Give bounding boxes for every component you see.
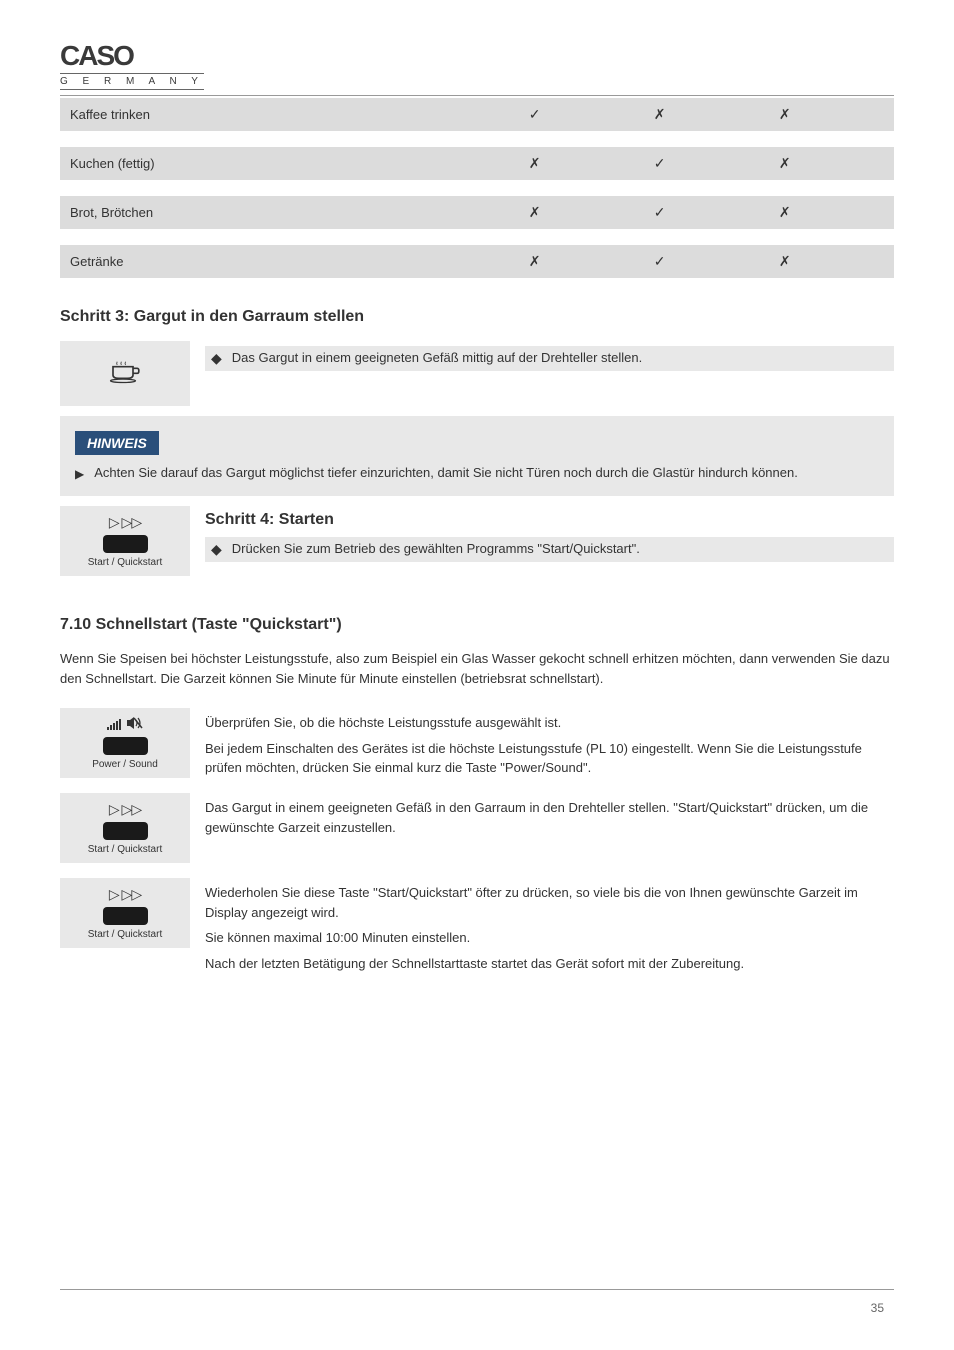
power-text: Überprüfen Sie, ob die höchste Leistungs… bbox=[205, 708, 894, 778]
start-text-2: Wiederholen Sie diese Taste "Start/Quick… bbox=[205, 878, 894, 973]
start-row-1: ▷ ▷▷ Start / Quickstart Das Gargut in ei… bbox=[60, 793, 894, 863]
button-key bbox=[103, 907, 148, 925]
step4-instruction: Drücken Sie zum Betrieb des gewählten Pr… bbox=[232, 541, 640, 556]
instruction-row: ◆ Das Gargut in einem geeigneten Gefäß m… bbox=[60, 341, 894, 406]
row-label: Brot, Brötchen bbox=[60, 196, 519, 229]
cup-icon-box bbox=[60, 341, 190, 406]
power-row: Power / Sound Überprüfen Sie, ob die höc… bbox=[60, 708, 894, 778]
start-text-1: Das Gargut in einem geeigneten Gefäß in … bbox=[205, 793, 894, 837]
bullet-icon: ◆ bbox=[211, 350, 222, 367]
power-icons bbox=[107, 716, 143, 733]
row-mark: ✗ bbox=[519, 147, 644, 180]
start-button-box: ▷ ▷▷ Start / Quickstart bbox=[60, 506, 190, 576]
start-label: Start / Quickstart bbox=[88, 557, 162, 568]
step4-row: ▷ ▷▷ Start / Quickstart Schritt 4: Start… bbox=[60, 506, 894, 576]
table-row: Kuchen (fettig) ✗ ✓ ✗ bbox=[60, 147, 894, 180]
play-icons: ▷ ▷▷ bbox=[109, 514, 141, 531]
logo-brand: CASO bbox=[60, 40, 894, 72]
start-button-box: ▷ ▷▷ Start / Quickstart bbox=[60, 793, 190, 863]
start-label: Start / Quickstart bbox=[88, 844, 162, 855]
triangle-icon: ▶ bbox=[75, 467, 84, 481]
table-row: Kaffee trinken ✓ ✗ ✗ bbox=[60, 98, 894, 131]
row-label: Kaffee trinken bbox=[60, 98, 519, 131]
cup-icon bbox=[108, 360, 143, 388]
row-mark: ✓ bbox=[519, 98, 644, 131]
bullet-icon: ◆ bbox=[211, 541, 222, 558]
power-label: Power / Sound bbox=[92, 759, 158, 770]
hinweis-text: Achten Sie darauf das Gargut möglichst t… bbox=[94, 465, 798, 480]
button-key bbox=[103, 535, 148, 553]
button-key bbox=[103, 822, 148, 840]
button-key bbox=[103, 737, 148, 755]
table-row bbox=[60, 180, 894, 196]
section-heading: 7.10 Schnellstart (Taste "Quickstart") bbox=[60, 616, 894, 634]
row-mark: ✗ bbox=[519, 245, 644, 278]
power-button-box: Power / Sound bbox=[60, 708, 190, 778]
row-mark: ✓ bbox=[644, 196, 769, 229]
speaker-icon bbox=[127, 716, 143, 733]
row-mark: ✗ bbox=[769, 245, 894, 278]
table-row: Brot, Brötchen ✗ ✓ ✗ bbox=[60, 196, 894, 229]
instruction-content: Das Gargut in einem geeigneten Gefäß mit… bbox=[232, 350, 642, 365]
row-label: Kuchen (fettig) bbox=[60, 147, 519, 180]
logo-subtext: G E R M A N Y bbox=[60, 73, 204, 90]
footer-divider bbox=[60, 1289, 894, 1290]
row-mark: ✗ bbox=[769, 147, 894, 180]
hinweis-box: HINWEIS ▶ Achten Sie darauf das Gargut m… bbox=[60, 416, 894, 496]
start-label: Start / Quickstart bbox=[88, 929, 162, 940]
page-number: 35 bbox=[871, 1301, 884, 1315]
start-row-2: ▷ ▷▷ Start / Quickstart Wiederholen Sie … bbox=[60, 878, 894, 973]
start-button-box: ▷ ▷▷ Start / Quickstart bbox=[60, 878, 190, 948]
comparison-table: Kaffee trinken ✓ ✗ ✗ Kuchen (fettig) ✗ ✓… bbox=[60, 98, 894, 278]
table-row: Getränke ✗ ✓ ✗ bbox=[60, 245, 894, 278]
divider bbox=[60, 95, 894, 96]
row-mark: ✓ bbox=[644, 147, 769, 180]
step4-text: Schritt 4: Starten ◆ Drücken Sie zum Bet… bbox=[205, 506, 894, 576]
row-mark: ✗ bbox=[644, 98, 769, 131]
row-mark: ✓ bbox=[644, 245, 769, 278]
row-mark: ✗ bbox=[769, 98, 894, 131]
section-intro: Wenn Sie Speisen bei höchster Leistungss… bbox=[60, 649, 894, 688]
hinweis-badge: HINWEIS bbox=[75, 431, 159, 455]
table-row bbox=[60, 229, 894, 245]
row-mark: ✗ bbox=[519, 196, 644, 229]
play-icons: ▷ ▷▷ bbox=[109, 801, 141, 818]
instruction-text: ◆ Das Gargut in einem geeigneten Gefäß m… bbox=[205, 341, 894, 406]
row-label: Getränke bbox=[60, 245, 519, 278]
step4-heading: Schritt 4: Starten bbox=[205, 511, 894, 529]
row-mark: ✗ bbox=[769, 196, 894, 229]
step3-heading: Schritt 3: Gargut in den Garraum stellen bbox=[60, 308, 894, 326]
play-icons: ▷ ▷▷ bbox=[109, 886, 141, 903]
table-row bbox=[60, 131, 894, 147]
brand-logo: CASO G E R M A N Y bbox=[60, 40, 894, 90]
